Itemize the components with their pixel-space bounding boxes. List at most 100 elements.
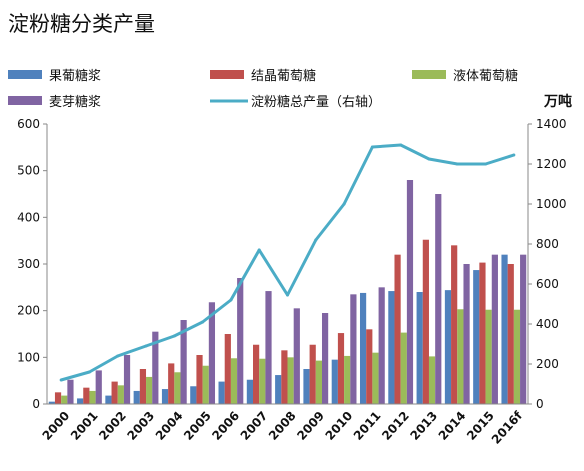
bar: [479, 262, 486, 404]
bar: [416, 292, 423, 404]
line-point: [314, 238, 318, 242]
x-axis-tick-label: 2014: [436, 409, 469, 443]
bar: [473, 270, 480, 404]
x-axis-tick-label: 2013: [407, 409, 440, 443]
line-point: [342, 202, 346, 206]
x-axis-tick-label: 2005: [181, 409, 214, 443]
bar: [435, 194, 442, 404]
bar: [253, 344, 260, 404]
bar: [196, 355, 203, 404]
bar: [366, 329, 373, 404]
right-axis-tick-label: 200: [536, 357, 559, 371]
bar: [67, 379, 74, 404]
x-axis-tick-label: 2011: [351, 409, 384, 443]
x-axis-tick-label: 2003: [125, 409, 158, 443]
bar: [428, 356, 436, 404]
bar: [287, 357, 294, 404]
bar: [161, 389, 169, 404]
bar: [224, 334, 231, 404]
bar: [61, 395, 68, 404]
bar: [388, 291, 395, 404]
bar: [83, 387, 90, 404]
bar: [309, 344, 316, 404]
line-point: [116, 354, 120, 358]
legend-label: 果葡糖浆: [49, 68, 101, 84]
bar: [406, 180, 414, 404]
left-axis-tick-label: 400: [17, 210, 40, 224]
bar: [507, 264, 514, 404]
line-point: [172, 334, 176, 338]
x-axis-tick-label: 2004: [153, 409, 186, 443]
line-point: [59, 378, 63, 382]
bar: [265, 291, 272, 404]
x-axis-tick-label: 2001: [68, 409, 101, 443]
bar: [444, 290, 452, 404]
bar: [331, 359, 338, 404]
bar: [48, 401, 55, 404]
bar: [180, 320, 187, 404]
bar: [372, 352, 379, 404]
line-point: [286, 293, 289, 297]
bar: [259, 358, 266, 404]
chart-title: 淀粉糖分类产量: [8, 12, 155, 36]
bar: [105, 395, 112, 404]
line-point: [201, 320, 205, 324]
right-axis-tick-label: 1400: [536, 117, 567, 131]
line-point: [484, 162, 488, 166]
right-axis-unit: 万吨: [543, 93, 572, 110]
line-point: [399, 143, 403, 147]
bar: [457, 309, 464, 404]
bar: [400, 332, 407, 404]
legend-swatch: [8, 96, 42, 105]
left-axis-tick-label: 300: [17, 257, 40, 271]
x-axis-tick-label: 2002: [96, 409, 129, 443]
x-axis-tick-label: 2008: [266, 409, 299, 443]
bar: [491, 254, 498, 404]
bar: [139, 369, 147, 404]
legend-swatch: [210, 70, 244, 79]
bar: [202, 365, 209, 404]
x-axis-tick-label: 2010: [323, 409, 356, 443]
bar: [218, 381, 225, 404]
legend-label: 麦芽糖浆: [49, 94, 101, 110]
bar: [463, 264, 470, 404]
bar: [237, 278, 244, 404]
bar: [146, 376, 153, 404]
bar: [303, 369, 310, 404]
bar: [344, 355, 351, 404]
bar: [275, 375, 282, 404]
bar: [190, 386, 197, 404]
bar: [208, 302, 216, 404]
line-point: [144, 344, 148, 348]
bar: [337, 333, 345, 404]
legend-label: 液体葡萄糖: [453, 68, 518, 84]
bar: [168, 363, 175, 404]
bar: [513, 309, 521, 404]
right-axis-tick-label: 600: [536, 277, 559, 291]
line-point: [257, 248, 261, 252]
right-axis-tick-label: 400: [536, 317, 559, 331]
left-axis-tick-label: 600: [17, 117, 40, 131]
plot-area: 0 100 200 300 400 500 600 0 200 400 600 800 1000 1200…: [17, 117, 566, 447]
left-axis-tick-label: 0: [32, 397, 40, 411]
line-point: [87, 370, 91, 374]
bar: [77, 398, 84, 404]
line-point: [229, 298, 233, 302]
left-axis-tick-label: 500: [17, 164, 40, 178]
bar: [520, 254, 527, 404]
line-point: [427, 157, 431, 161]
right-axis-tick-label: 1000: [536, 197, 567, 211]
bar: [281, 350, 288, 404]
line-point: [370, 145, 374, 149]
left-axis-tick-label: 200: [17, 304, 40, 318]
right-axis-tick-label: 1200: [536, 157, 567, 171]
bar: [394, 254, 401, 404]
bar: [378, 287, 385, 404]
line-point: [455, 162, 459, 166]
bar: [174, 372, 181, 404]
line-point: [512, 153, 516, 157]
x-axis-tick-label: 2007: [238, 409, 271, 443]
bar: [230, 358, 238, 404]
